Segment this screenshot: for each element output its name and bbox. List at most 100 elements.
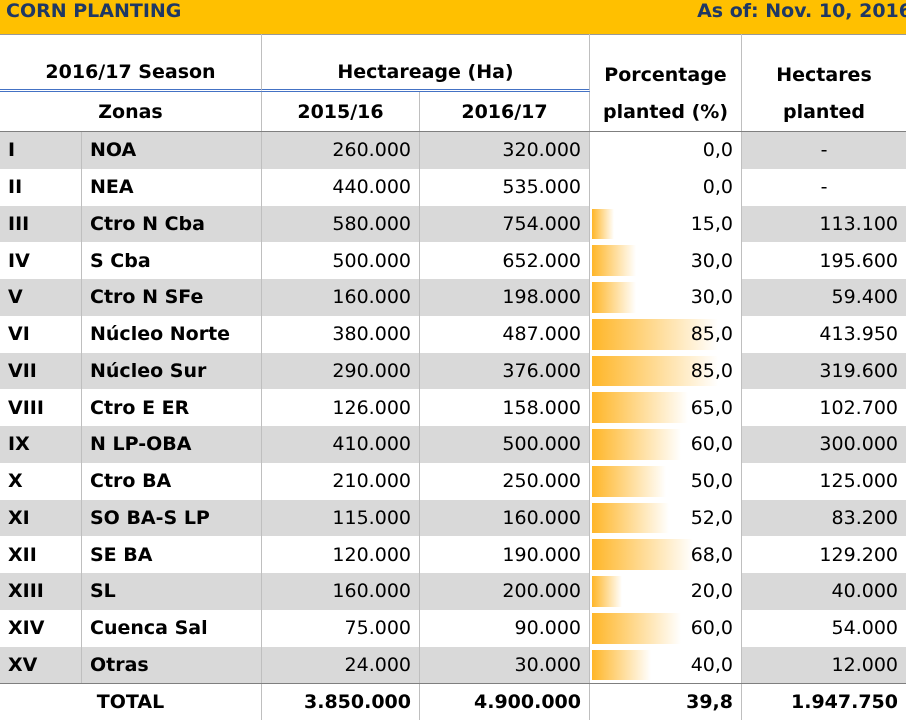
percent: 20,0 [690,580,733,603]
area-2015: 260.000 [262,132,420,169]
area-2016: 200.000 [420,573,590,610]
area-2016: 198.000 [420,279,590,316]
hectares-planted: - [820,176,828,199]
total-2016: 4.900.000 [420,684,590,720]
zone-number: III [0,205,82,243]
hectares-planted: 195.600 [819,249,898,272]
percent: 30,0 [690,249,733,272]
table-row: TOTAL 3.850.000 4.900.000 39,8 1.947.750 [0,683,906,720]
percent-cell: 52,0 [590,499,742,537]
zone-name: SO BA-S LP [82,499,262,537]
percent-cell: 60,0 [590,609,742,647]
percent: 85,0 [690,323,733,346]
area-2016: 652.000 [420,242,590,279]
area-2015: 160.000 [262,573,420,610]
percent-cell: 40,0 [590,646,742,684]
data-bar [592,576,622,607]
area-2015: 500.000 [262,242,420,279]
percent: 50,0 [690,470,733,493]
zone-number: XIV [0,609,82,647]
area-2016: 487.000 [420,315,590,353]
table-row: II NEA 440.000 535.000 0,0 - [0,168,906,206]
percent: 0,0 [702,176,733,199]
table-row: X Ctro BA 210.000 250.000 50,0 125.000 [0,462,906,500]
table-row: III Ctro N Cba 580.000 754.000 15,0 113.100 [0,205,906,243]
zone-number: I [0,132,82,169]
table-row: V Ctro N SFe 160.000 198.000 30,0 59.400 [0,279,906,316]
percent: 60,0 [690,433,733,456]
area-2015: 440.000 [262,168,420,206]
percent-cell: 65,0 [590,389,742,426]
total-percent: 39,8 [686,691,733,714]
area-2015: 75.000 [262,609,420,647]
percent-cell: 30,0 [590,242,742,279]
zone-name: N LP-OBA [82,426,262,463]
hectares-planted: 102.700 [819,396,898,419]
data-bar [592,208,615,240]
table-row: XV Otras 24.000 30.000 40,0 12.000 [0,646,906,684]
header-cell: 2016/17 Season [0,34,262,92]
hectares-planted: 59.400 [742,279,906,316]
header-cell: Porcentage [590,34,742,92]
header-cell: Hectares [776,64,872,86]
percent-cell: 0,0 [590,132,742,169]
area-2015: 126.000 [262,389,420,426]
percent-cell: 85,0 [590,315,742,353]
zone-name: S Cba [82,242,262,279]
table-row: I NOA 260.000 320.000 0,0- [0,132,906,169]
zone-number: V [0,279,82,316]
zone-name: NOA [82,132,262,169]
zone-name: Núcleo Sur [82,352,262,390]
total-label: TOTAL [0,684,262,720]
data-bar [592,429,681,460]
total-percent-cell: 39,8 [590,684,742,720]
percent: 15,0 [690,212,733,235]
table-row: VI Núcleo Norte 380.000 487.000 85,0 413.950 [0,315,906,353]
area-2015: 380.000 [262,315,420,353]
data-bar [592,465,666,497]
zone-name: Ctro N SFe [82,279,262,316]
table-row: VII Núcleo Sur 290.000 376.000 85,0 319.600 [0,352,906,390]
total-hectares: 1.947.750 [791,691,898,714]
zone-name: Ctro E ER [82,389,262,426]
area-2015: 24.000 [262,646,420,684]
date: As of: Nov. 10, 2016 [697,0,906,22]
percent: 0,0 [702,139,733,162]
data-bar [592,245,637,276]
zone-number: IX [0,426,82,463]
data-bar [592,539,693,570]
hectares-planted: 129.200 [819,543,898,566]
table-row: XII SE BA 120.000 190.000 68,0 129.200 [0,536,906,573]
zone-number: VIII [0,389,82,426]
area-2015: 580.000 [262,205,420,243]
data-bar [592,318,718,350]
zone-name: SL [82,573,262,610]
zone-number: XI [0,499,82,537]
percent-cell: 68,0 [590,536,742,573]
data-bar [592,502,669,534]
zone-number: VI [0,315,82,353]
data-bar [592,282,637,313]
zone-name: Núcleo Norte [82,315,262,353]
area-2015: 210.000 [262,462,420,500]
header-cell: Zonas [0,92,262,131]
area-2015: 410.000 [262,426,420,463]
header-cell: Hectareage (Ha) [262,34,590,92]
hectares-planted: 300.000 [742,426,906,463]
zone-name: Cuenca Sal [82,609,262,647]
data-bar [592,355,718,387]
hectares-planted: 54.000 [831,617,898,640]
zone-number: IV [0,242,82,279]
zone-number: X [0,462,82,500]
header-cell: 2016/17 [420,92,590,131]
area-2015: 290.000 [262,352,420,390]
hectares-planted: 125.000 [819,470,898,493]
zone-name: Ctro BA [82,462,262,500]
area-2016: 90.000 [420,609,590,647]
title-bar: CORN PLANTING As of: Nov. 10, 2016 [0,0,906,35]
header-cell: 2015/16 [262,92,420,131]
hectares-planted: 113.100 [742,205,906,243]
hectares-planted: - [742,132,906,169]
header-cell: planted [782,100,866,123]
percent: 30,0 [690,286,733,309]
